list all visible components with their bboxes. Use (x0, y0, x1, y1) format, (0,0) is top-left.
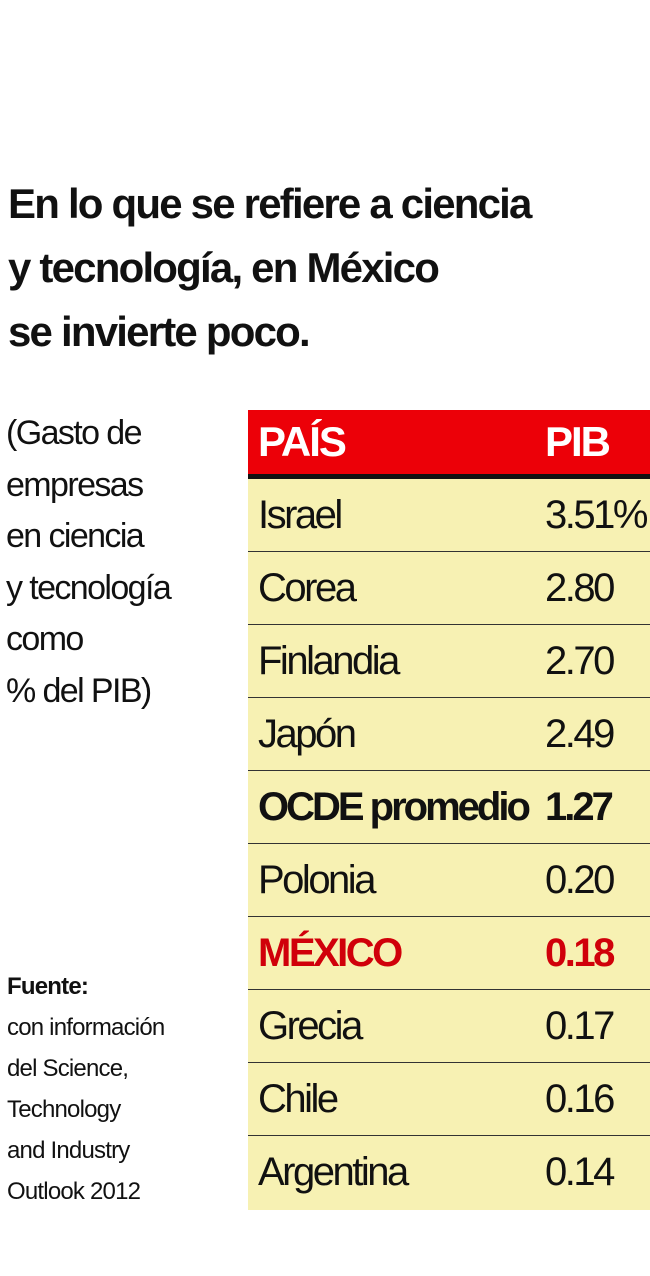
column-header-country: PAÍS (258, 418, 347, 465)
source-line: del Science, (7, 1055, 129, 1082)
source-line: con información (7, 1014, 165, 1041)
table-description: (Gasto de empresas en ciencia y tecnolog… (6, 408, 242, 717)
source-note: Fuente: con información del Science, Tec… (7, 966, 243, 1212)
table-row: Grecia 0.17 (248, 990, 650, 1063)
headline-line: y tecnología, en México (8, 244, 440, 291)
gdp-value-cell: 0.18 (545, 931, 615, 975)
table-row: Finlandia 2.70 (248, 625, 650, 698)
country-cell: Grecia (258, 1004, 363, 1048)
country-cell: Corea (258, 566, 357, 610)
source-line: Technology (7, 1096, 121, 1123)
table-body: Israel 3.51% Corea 2.80 Finlandia 2.70 Japón 2.… (248, 479, 650, 1210)
description-line: % del PIB) (6, 671, 152, 710)
table-row: Polonia 0.20 (248, 844, 650, 917)
gdp-value-cell: 0.20 (545, 858, 615, 902)
country-cell: Israel (258, 493, 343, 537)
country-cell: Finlandia (258, 639, 400, 683)
headline-line: En lo que se refiere a ciencia (8, 180, 532, 227)
description-line: como (6, 620, 84, 658)
table-header: PAÍS PIB (248, 410, 650, 479)
source-label: Fuente: (7, 973, 89, 1000)
country-cell: Chile (258, 1077, 339, 1121)
gdp-value-cell: 0.14 (545, 1150, 615, 1194)
country-cell: OCDE promedio (258, 785, 531, 829)
description-line: empresas (6, 465, 144, 504)
column-header-gdp: PIB (545, 418, 611, 465)
gdp-value-cell: 2.70 (545, 639, 615, 683)
gdp-value-cell: 0.17 (545, 1004, 615, 1048)
gdp-value-cell: 2.49 (545, 712, 615, 756)
gdp-value-cell: 1.27 (545, 785, 614, 829)
gdp-value-cell: 2.80 (545, 566, 615, 610)
description-line: y tecnología (6, 568, 172, 607)
country-cell: Polonia (258, 858, 376, 902)
source-line: and Industry (7, 1137, 130, 1164)
table-row: Israel 3.51% (248, 479, 650, 552)
country-cell: Argentina (258, 1150, 409, 1194)
gdp-table: PAÍS PIB Israel 3.51% Corea 2.80 Finlandia 2.… (248, 410, 650, 1210)
description-line: en ciencia (6, 517, 145, 555)
table-row: Japón 2.49 (248, 698, 650, 771)
description-line: (Gasto de (6, 414, 143, 452)
headline: En lo que se refiere a ciencia y tecnolo… (8, 172, 532, 364)
gdp-value-cell: 0.16 (545, 1077, 615, 1121)
table-row: MÉXICO 0.18 (248, 917, 650, 990)
country-cell: Japón (258, 712, 357, 756)
headline-line: se invierte poco. (8, 308, 311, 355)
table-row: Chile 0.16 (248, 1063, 650, 1136)
source-line: Outlook 2012 (7, 1178, 141, 1205)
gdp-value-cell: 3.51% (545, 493, 648, 537)
table-row: Argentina 0.14 (248, 1136, 650, 1210)
table-row: OCDE promedio 1.27 (248, 771, 650, 844)
country-cell: MÉXICO (258, 931, 403, 975)
table-row: Corea 2.80 (248, 552, 650, 625)
